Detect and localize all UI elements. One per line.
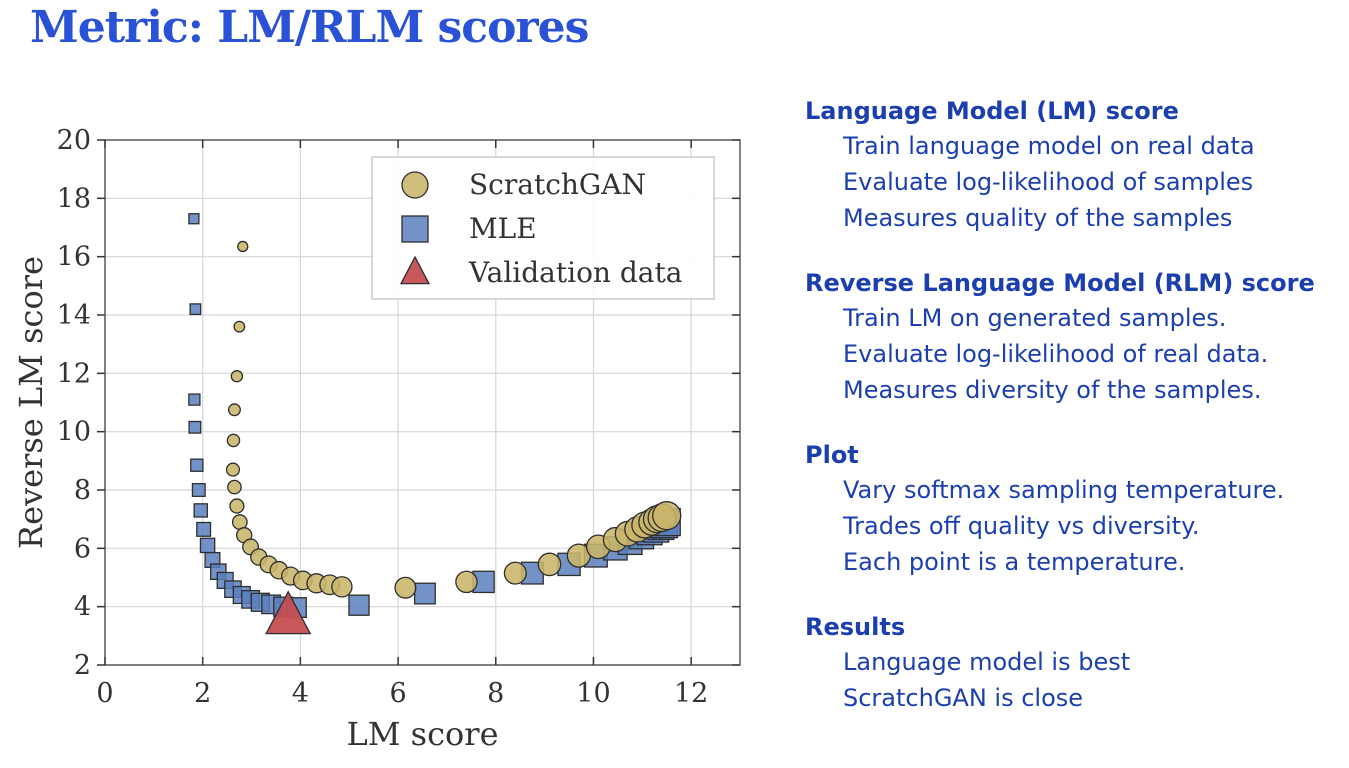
note-heading: Plot (805, 441, 859, 469)
note-line: ScratchGAN is close (843, 684, 1084, 712)
scratchgan-point (230, 370, 244, 383)
x-tick-label: 0 (96, 678, 113, 709)
scratchgan-point (237, 240, 249, 253)
data-marks (188, 213, 682, 635)
scratchgan-point (227, 479, 242, 495)
note-line: Language model is best (843, 648, 1131, 676)
note-line: Evaluate log-likelihood of real data. (843, 340, 1269, 368)
mle-point (413, 582, 436, 605)
validation-point (265, 590, 312, 635)
x-tick-label: 10 (576, 678, 610, 709)
x-tick-label: 4 (292, 678, 309, 709)
y-tick-label: 12 (57, 358, 91, 389)
legend-box (371, 156, 715, 300)
y-tick-label: 2 (74, 650, 91, 681)
legend-swatch (399, 255, 431, 285)
y-tick-label: 14 (57, 300, 91, 331)
scratchgan-point (652, 501, 682, 531)
note-heading: Language Model (LM) score (805, 97, 1179, 125)
note-section: Results Language model is best ScratchGAN … (805, 610, 1345, 716)
legend-label: MLE (469, 212, 537, 245)
y-tick-label: 18 (57, 183, 91, 214)
mle-point (191, 483, 206, 497)
note-line: Measures diversity of the samples. (843, 376, 1262, 404)
note-section: Reverse Language Model (RLM) score Train … (805, 266, 1345, 408)
plot-frame (104, 139, 741, 666)
mle-point (196, 521, 212, 537)
mle-point (348, 594, 370, 616)
note-line: Train LM on generated samples. (843, 304, 1227, 332)
mle-point (188, 393, 201, 406)
note-line: Measures quality of the samples (843, 204, 1233, 232)
y-tick-label: 4 (74, 592, 91, 623)
scratchgan-point (537, 552, 562, 577)
scratchgan-point (394, 576, 417, 599)
slide-title: Metric: LM/RLM scores (30, 2, 589, 53)
note-heading: Reverse Language Model (RLM) score (805, 269, 1315, 297)
notes-panel: Language Model (LM) score Train language … (805, 94, 1345, 746)
y-tick-label: 8 (74, 475, 91, 506)
scratchgan-point (455, 570, 478, 594)
y-tick-label: 10 (57, 417, 91, 448)
mle-point (189, 303, 202, 316)
y-tick-label: 20 (57, 125, 91, 156)
mle-point (188, 420, 202, 434)
scratchgan-point (503, 561, 527, 585)
legend-swatch (401, 171, 429, 199)
scratchgan-point (331, 576, 353, 598)
mle-point (193, 503, 208, 518)
scratchgan-point (229, 498, 245, 514)
x-tick-label: 2 (194, 678, 211, 709)
scratchgan-point (233, 320, 246, 333)
legend: ScratchGAN MLE Validation data (371, 156, 715, 300)
note-line: Train language model on real data (843, 132, 1255, 160)
y-axis-label: Reverse LM score (12, 256, 50, 549)
x-tick-label: 6 (389, 678, 406, 709)
y-tick-label: 16 (57, 242, 91, 273)
note-section: Plot Vary softmax sampling temperature. Tr… (805, 438, 1345, 580)
mle-point (199, 537, 216, 554)
note-line: Evaluate log-likelihood of samples (843, 168, 1254, 196)
note-line: Trades off quality vs diversity. (843, 512, 1200, 540)
note-heading: Results (805, 613, 906, 641)
scratchgan-point (227, 403, 241, 417)
x-tick-label: 8 (487, 678, 504, 709)
scratchgan-point (226, 433, 241, 448)
y-tick-label: 6 (74, 533, 91, 564)
scratchgan-point (225, 462, 241, 477)
mle-point (190, 458, 204, 472)
x-tick-label: 12 (674, 678, 708, 709)
note-line: Each point is a temperature. (843, 548, 1186, 576)
legend-swatch (401, 215, 429, 243)
legend-label: Validation data (468, 256, 682, 289)
legend-label: ScratchGAN (469, 168, 646, 201)
mle-point (188, 213, 200, 225)
note-line: Vary softmax sampling temperature. (843, 476, 1285, 504)
x-axis-label: LM score (346, 715, 498, 753)
note-section: Language Model (LM) score Train language … (805, 94, 1345, 236)
